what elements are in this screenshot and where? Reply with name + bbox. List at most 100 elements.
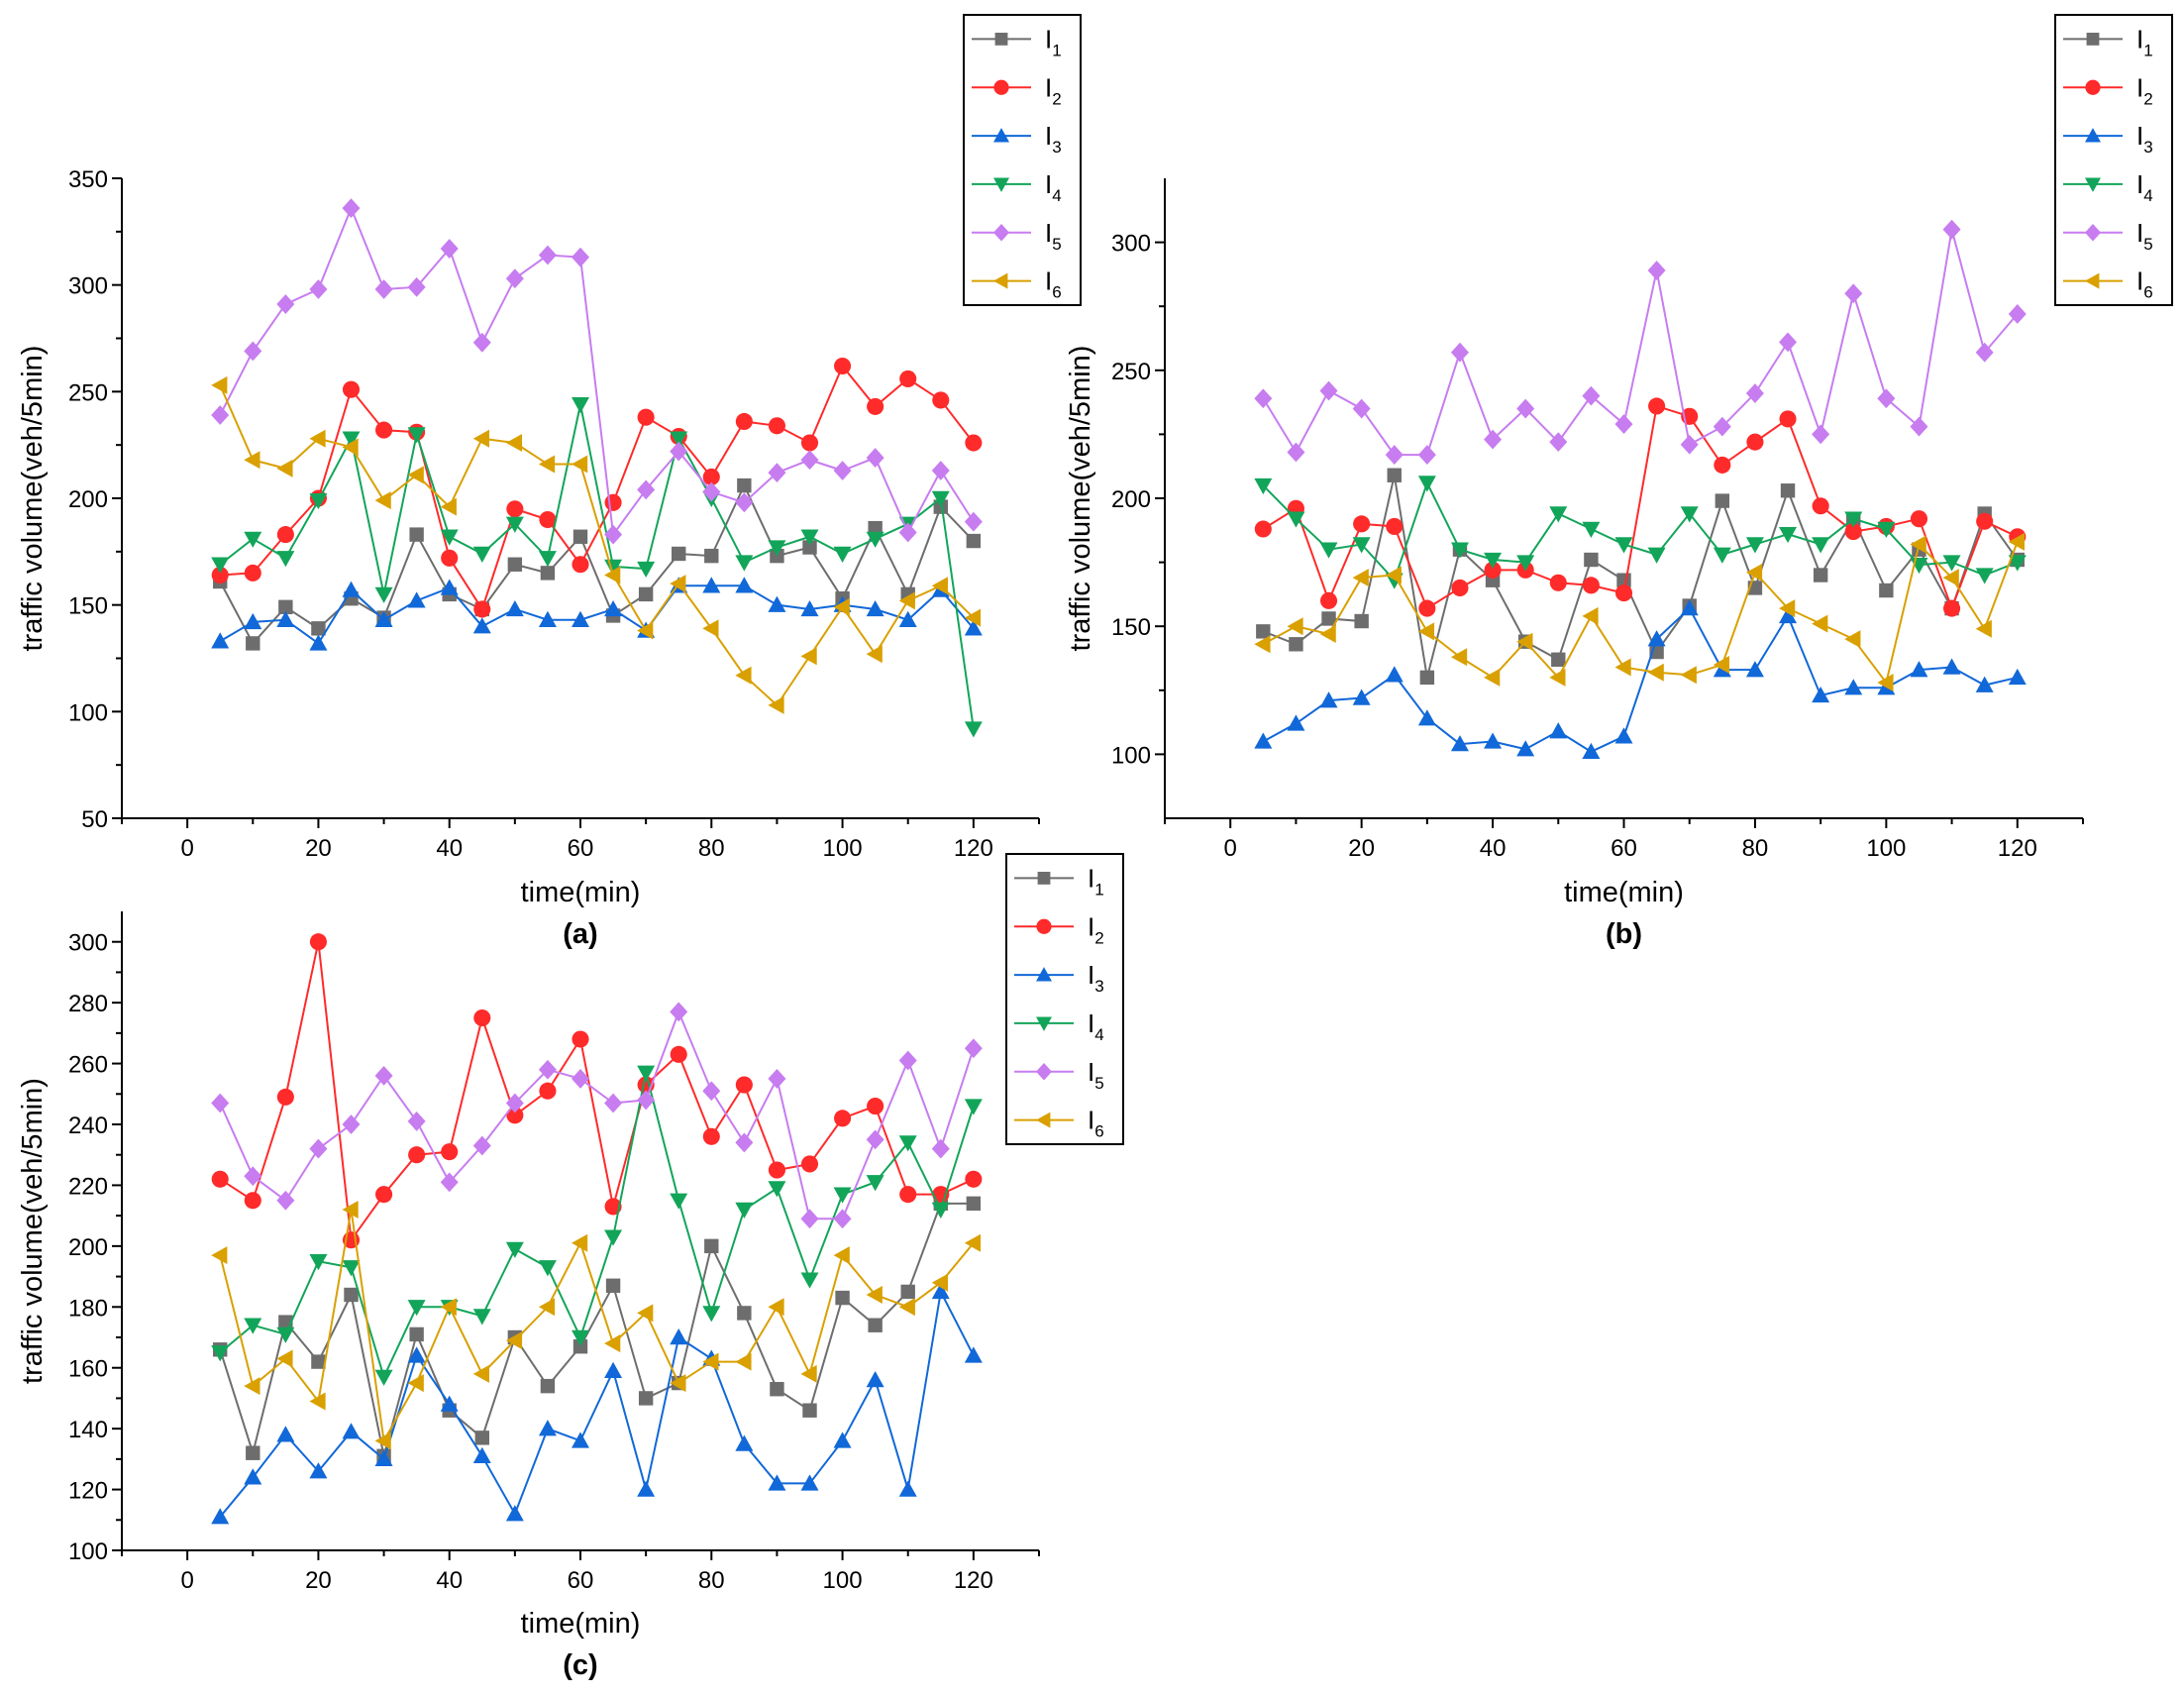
data-point-I4 <box>735 1202 754 1219</box>
x-tick-label: 20 <box>1348 835 1375 862</box>
data-point-I2 <box>276 1088 294 1106</box>
chart-panel-c: 0 20 40 60 80 100 120 100 120 140 160 180 200 220 240 2… <box>17 853 1124 1681</box>
data-point-I2 <box>276 526 294 544</box>
data-point-I4 <box>866 531 884 548</box>
series-line-I4 <box>219 404 975 729</box>
x-tick-label: 120 <box>954 1567 993 1594</box>
data-point-I2 <box>1779 410 1797 428</box>
data-point-I6 <box>407 466 424 484</box>
data-point-I6 <box>964 1233 982 1252</box>
data-point-I6 <box>768 695 784 714</box>
data-point-I2 <box>1943 599 1961 617</box>
legend-marker-I5 <box>2085 223 2101 242</box>
data-point-I5 <box>1582 385 1601 406</box>
data-point-I5 <box>1745 383 1764 403</box>
data-point-I1 <box>1584 552 1599 568</box>
data-point-I6 <box>1942 569 1959 587</box>
data-point-I4 <box>833 546 852 563</box>
data-point-I2 <box>1844 523 1862 541</box>
data-point-I4 <box>800 1272 819 1289</box>
legend-marker-I6 <box>1036 1112 1051 1128</box>
data-point-I6 <box>1417 622 1435 641</box>
data-point-I1 <box>770 1382 784 1397</box>
data-point-I6 <box>1975 619 1992 638</box>
data-point-I5 <box>1713 416 1731 437</box>
data-point-I6 <box>309 1392 326 1411</box>
series-line-I2 <box>220 364 975 612</box>
data-point-I5 <box>1549 432 1568 453</box>
data-point-I2 <box>834 357 852 375</box>
data-point-I6 <box>1582 606 1599 625</box>
data-point-I3 <box>1450 735 1469 752</box>
data-point-I2 <box>768 1161 785 1179</box>
legend-subscript: 5 <box>1094 1074 1103 1093</box>
series-I3 <box>211 1282 983 1525</box>
data-point-I5 <box>670 441 688 462</box>
x-axis-label: time(min) <box>1564 877 1684 908</box>
panel-label: (a) <box>563 918 597 950</box>
data-point-I1 <box>638 1391 654 1406</box>
data-point-I6 <box>604 1334 621 1353</box>
data-point-I6 <box>1779 599 1796 618</box>
y-tick-label: 140 <box>68 1417 108 1443</box>
data-point-I5 <box>964 1038 983 1059</box>
data-point-I5 <box>244 1166 262 1187</box>
data-point-I2 <box>1812 497 1829 515</box>
data-point-I6 <box>833 597 850 616</box>
data-point-I3 <box>309 1462 328 1479</box>
data-point-I2 <box>473 1008 491 1027</box>
data-point-I6 <box>702 619 719 638</box>
data-point-I1 <box>1715 493 1730 508</box>
data-point-I5 <box>702 1081 721 1102</box>
data-point-I2 <box>1648 397 1666 415</box>
data-point-I3 <box>768 1474 786 1491</box>
data-point-I1 <box>1879 583 1894 598</box>
data-point-I6 <box>342 1201 359 1219</box>
data-point-I1 <box>802 540 817 555</box>
data-point-I6 <box>244 1377 260 1396</box>
y-axis-label: traffic volume(veh/5min) <box>1065 346 1096 652</box>
data-point-I3 <box>898 1480 917 1497</box>
data-point-I1 <box>572 529 588 544</box>
data-point-I6 <box>374 1431 391 1450</box>
data-point-I4 <box>211 1345 230 1362</box>
data-point-I1 <box>1354 613 1369 629</box>
data-point-I3 <box>1844 679 1863 695</box>
legend-marker-I1 <box>1037 872 1051 885</box>
data-point-I5 <box>1942 219 1961 240</box>
data-point-I1 <box>1813 568 1828 583</box>
data-point-I3 <box>1614 727 1633 744</box>
data-point-I4 <box>1614 537 1633 554</box>
data-point-I4 <box>572 1329 589 1346</box>
data-point-I3 <box>472 617 491 634</box>
data-point-I5 <box>637 1090 656 1111</box>
data-point-I2 <box>735 412 753 431</box>
data-point-I4 <box>670 1193 688 1210</box>
data-point-I6 <box>440 1298 457 1317</box>
series-I3 <box>1254 599 2027 760</box>
y-tick-label: 300 <box>68 930 108 957</box>
data-point-I3 <box>374 610 393 627</box>
series-line-I2 <box>1262 404 2019 611</box>
y-tick-label: 350 <box>68 166 108 193</box>
data-point-I6 <box>1450 648 1468 667</box>
data-point-I6 <box>866 645 883 664</box>
data-point-I3 <box>440 1395 459 1412</box>
data-point-I4 <box>964 1099 983 1115</box>
y-tick-label: 200 <box>68 1234 108 1261</box>
data-point-I6 <box>702 1352 719 1371</box>
data-point-I6 <box>898 591 915 610</box>
data-point-I4 <box>1549 506 1568 523</box>
data-point-I4 <box>342 1260 361 1277</box>
data-point-I6 <box>964 608 982 627</box>
data-point-I6 <box>800 647 817 666</box>
x-tick-label: 0 <box>1224 835 1237 862</box>
data-point-I1 <box>540 566 556 581</box>
data-point-I6 <box>931 1273 948 1292</box>
data-point-I5 <box>931 461 950 480</box>
series-I2 <box>211 933 983 1249</box>
data-point-I3 <box>538 1420 557 1436</box>
data-point-I6 <box>1549 668 1566 687</box>
data-point-I5 <box>472 1135 491 1156</box>
